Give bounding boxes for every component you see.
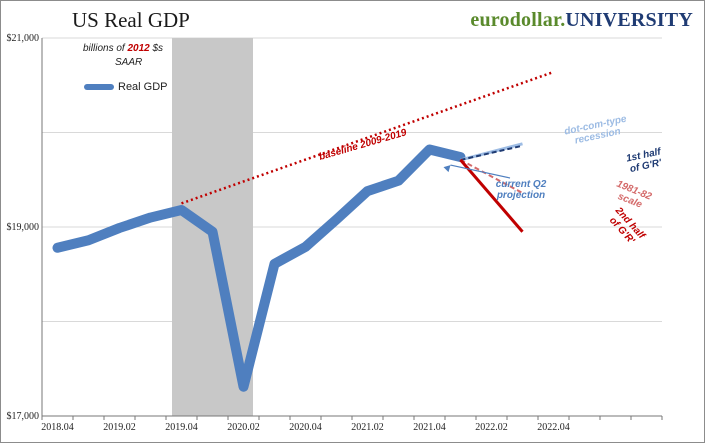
current-projection-label: current Q2 projection xyxy=(496,179,547,201)
projection-half1 xyxy=(460,144,523,161)
x-tick-label: 2022.04 xyxy=(537,422,570,433)
units-note: billions of 2012 $s SAAR xyxy=(83,42,163,70)
units-post: $s xyxy=(149,43,164,54)
x-tick-label: 2022.02 xyxy=(475,422,508,433)
axes-layer xyxy=(41,38,663,420)
y-tick-label: $17,000 xyxy=(7,411,40,422)
projection-1981-82 xyxy=(460,159,523,194)
x-tick-label: 2020.02 xyxy=(227,422,260,433)
brand-part2: UNIVERSITY xyxy=(565,9,693,31)
units-pre: billions of xyxy=(83,43,128,54)
brand-part1: eurodollar. xyxy=(470,9,566,31)
legend: Real GDP xyxy=(84,81,168,93)
projection-arrow-head xyxy=(443,165,451,173)
units-year: 2012 xyxy=(127,43,150,54)
gdp-series-line xyxy=(52,144,466,392)
x-tick-label: 2020.04 xyxy=(289,422,322,433)
projection-lines xyxy=(459,142,524,233)
dotcom-label: dot-com-typerecession xyxy=(563,114,630,149)
chart-title: US Real GDP xyxy=(72,8,190,32)
projection-half2 xyxy=(459,158,524,233)
legend-label: Real GDP xyxy=(118,81,168,93)
y-tick-label: $21,000 xyxy=(7,33,40,44)
y-tick-label: $19,000 xyxy=(7,222,40,233)
x-tick-label: 2019.04 xyxy=(165,422,198,433)
x-tick-label: 2019.02 xyxy=(103,422,136,433)
units-line1: billions of 2012 $s xyxy=(83,42,163,56)
x-tick-label: 2021.02 xyxy=(351,422,384,433)
half1-label: 1st halfof G'R' xyxy=(625,146,665,175)
legend-swatch xyxy=(84,84,114,91)
baseline-line xyxy=(181,70,554,205)
projection-arrow-shaft xyxy=(450,164,511,179)
units-line2: SAAR xyxy=(115,57,143,68)
x-tick-label: 2018.04 xyxy=(41,422,74,433)
brand-logo: eurodollar.UNIVERSITY xyxy=(470,9,693,32)
x-tick-label: 2021.04 xyxy=(413,422,446,433)
